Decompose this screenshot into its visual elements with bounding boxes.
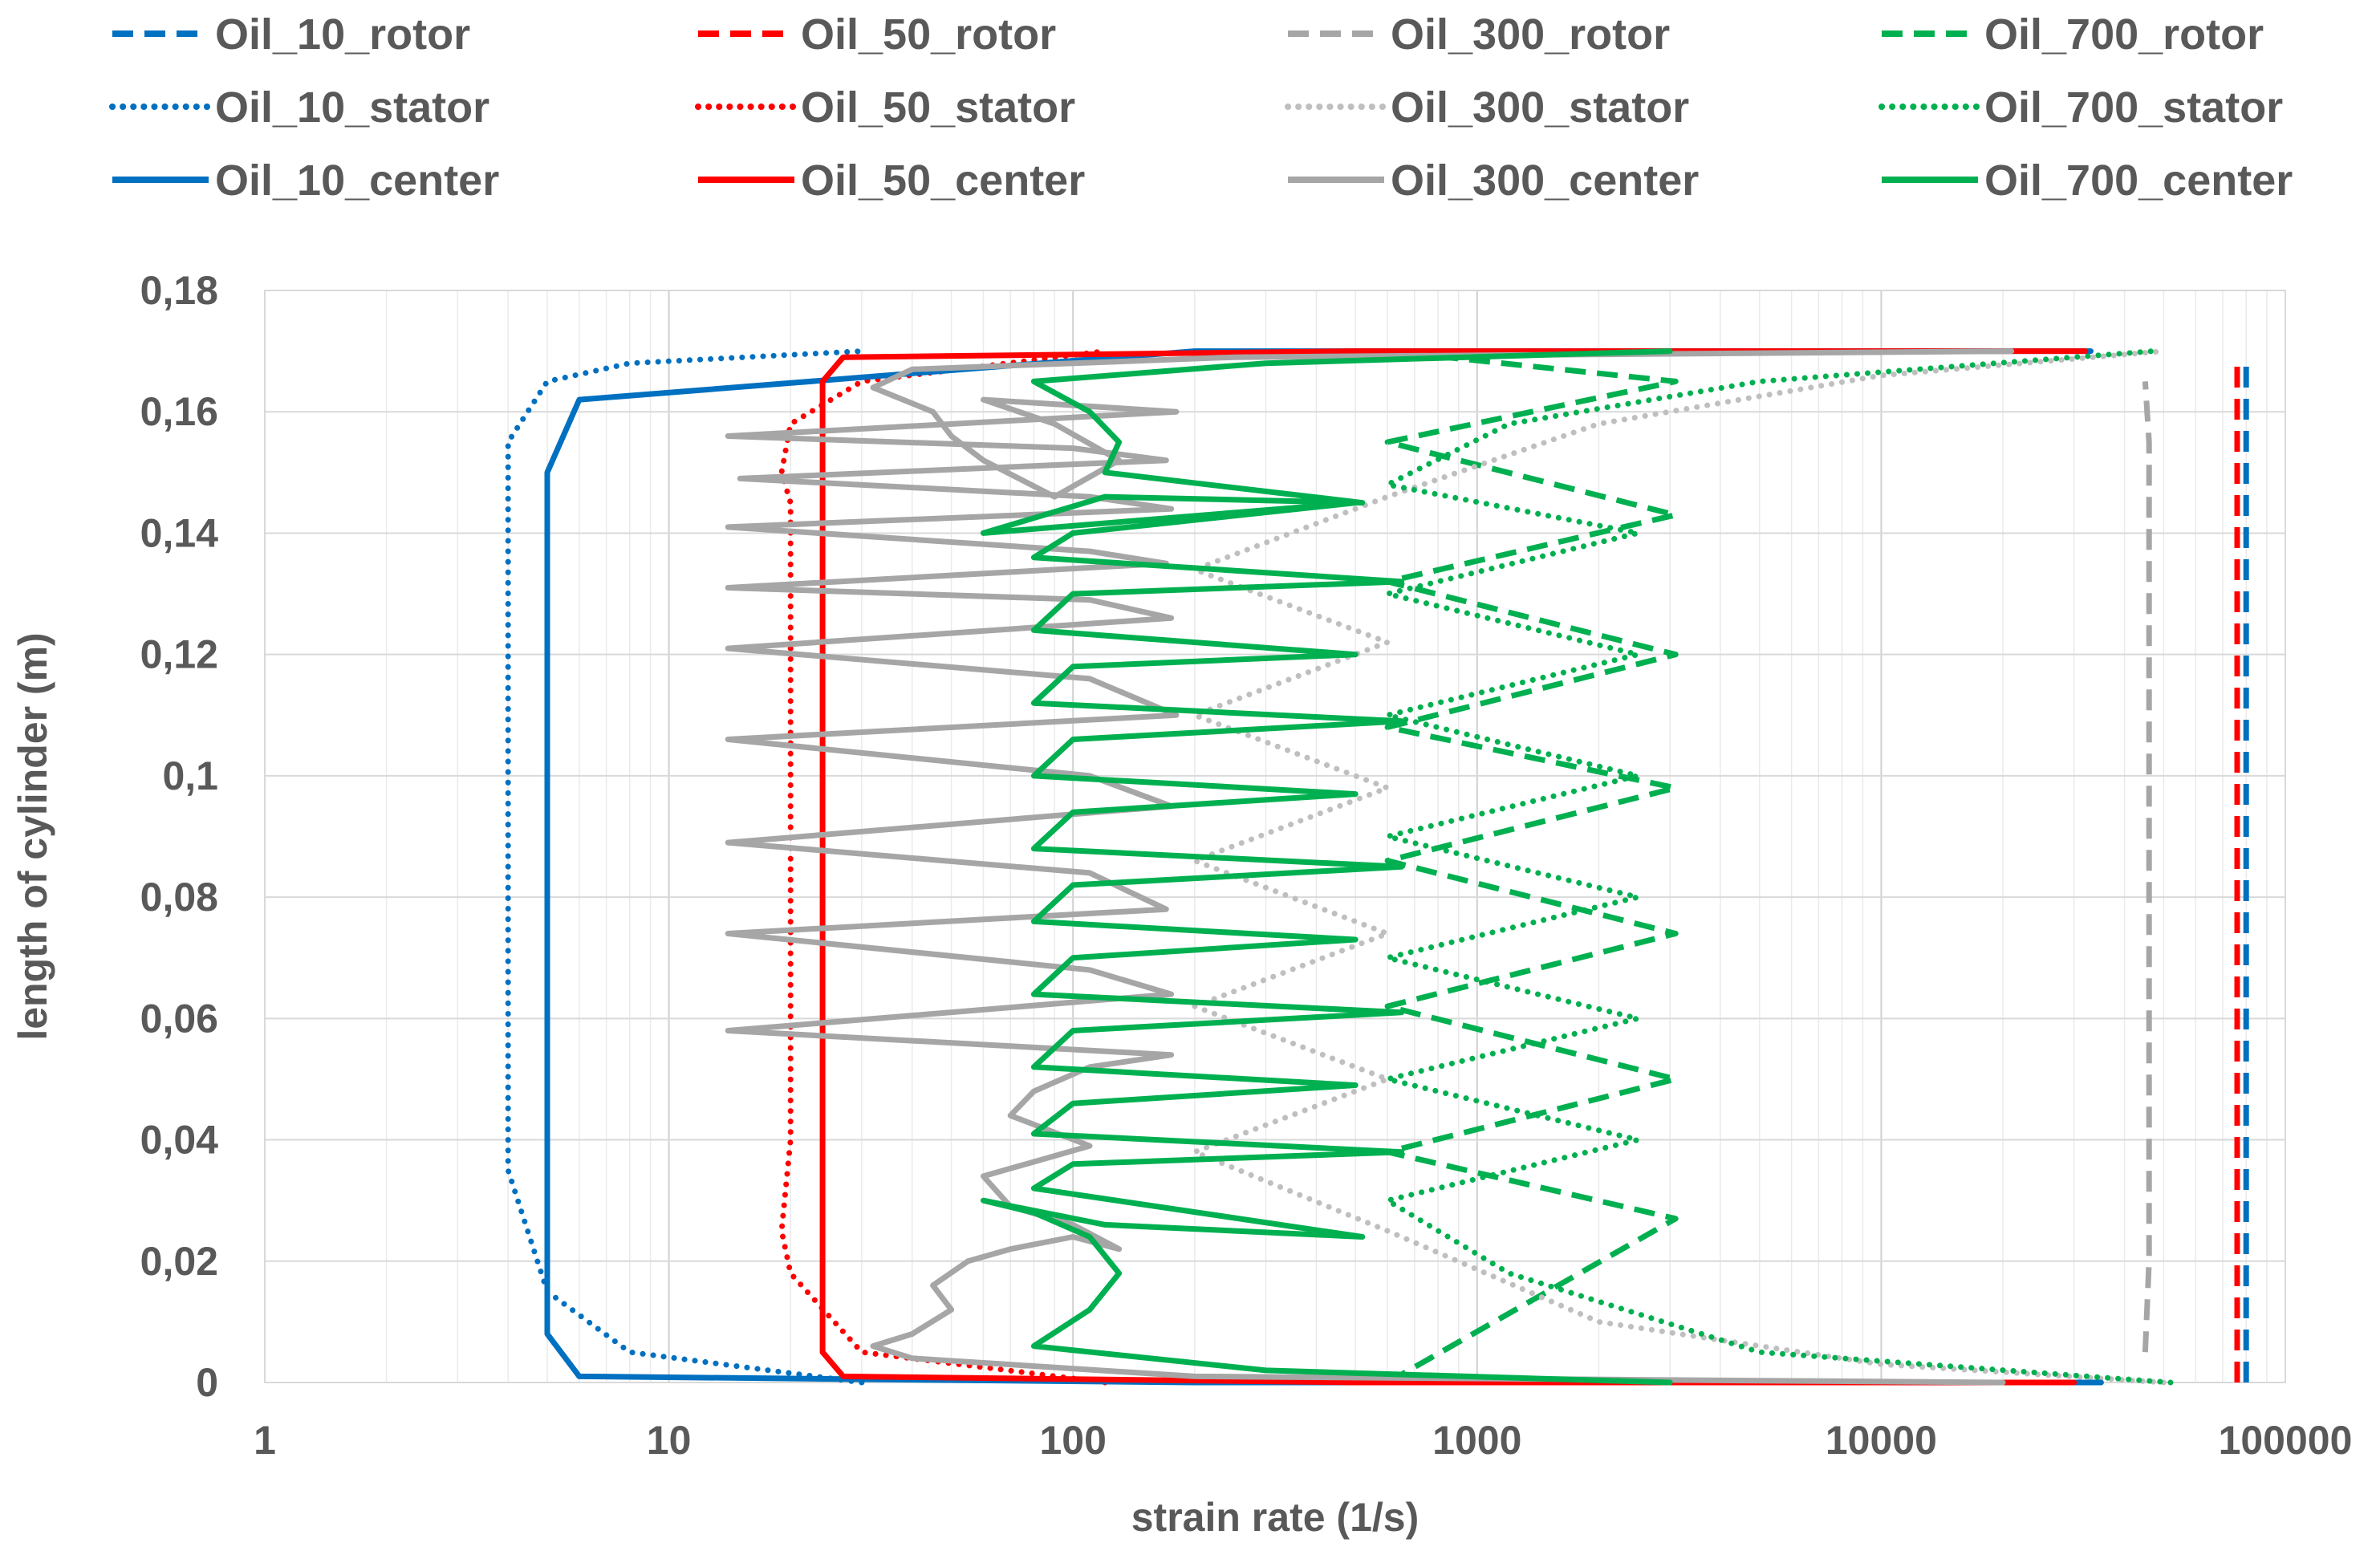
- series-group: [505, 348, 2249, 1386]
- x-tick-label: 10: [647, 1418, 692, 1463]
- y-tick-label: 0,18: [140, 268, 218, 313]
- x-tick-label: 1: [254, 1418, 276, 1463]
- series-line-oil-700-rotor: [1384, 348, 1679, 1386]
- legend-label-oil-300-stator: Oil_300_stator: [1391, 83, 1689, 132]
- legend-label-oil-10-rotor: Oil_10_rotor: [215, 10, 470, 59]
- legend-label-oil-50-center: Oil_50_center: [801, 156, 1085, 205]
- grid: [265, 290, 2285, 1382]
- series-line-oil-300-center: [725, 348, 2015, 1386]
- y-tick-label: 0,06: [140, 996, 218, 1041]
- legend-label-oil-700-stator: Oil_700_stator: [1984, 83, 2283, 132]
- legend: Oil_10_rotor Oil_50_rotor Oil_300_rotor Oil…: [109, 10, 2293, 205]
- series-line-oil-300-stator: [1192, 348, 2167, 1386]
- y-tick-label: 0,08: [140, 875, 218, 920]
- series-line-oil-300-rotor: [2142, 381, 2152, 1353]
- legend-label-oil-50-stator: Oil_50_stator: [801, 83, 1075, 132]
- x-tick-label: 100: [1039, 1418, 1106, 1463]
- legend-label-oil-10-center: Oil_10_center: [215, 156, 499, 205]
- legend-label-oil-10-stator: Oil_10_stator: [215, 83, 489, 132]
- series-line-oil-50-stator: [778, 348, 1108, 1386]
- y-axis-title: length of cylinder (m): [10, 632, 55, 1040]
- y-tick-label: 0,14: [140, 510, 219, 555]
- legend-label-oil-300-rotor: Oil_300_rotor: [1391, 10, 1670, 59]
- y-tick-label: 0,16: [140, 389, 218, 434]
- legend-label-oil-50-rotor: Oil_50_rotor: [801, 10, 1056, 59]
- series-line-oil-700-stator: [1384, 348, 2174, 1386]
- series-line-oil-700-center: [981, 348, 1673, 1386]
- legend-label-oil-300-center: Oil_300_center: [1391, 156, 1699, 205]
- y-tick-label: 0,04: [140, 1118, 219, 1163]
- y-tick-label: 0,1: [162, 753, 218, 798]
- legend-label-oil-700-rotor: Oil_700_rotor: [1984, 10, 2264, 59]
- series-line-oil-10-stator: [505, 348, 865, 1386]
- x-tick-label: 1000: [1432, 1418, 1521, 1463]
- x-axis-title: strain rate (1/s): [1131, 1495, 1419, 1540]
- y-tick-label: 0,02: [140, 1239, 218, 1284]
- y-tick-label: 0: [196, 1360, 218, 1405]
- series-line-oil-50-center: [819, 348, 2089, 1386]
- tick-labels: 1 10 100 1000 10000 100000 0 0,02 0,04 0,06 0,08 0,…: [140, 268, 2353, 1463]
- legend-label-oil-700-center: Oil_700_center: [1984, 156, 2293, 205]
- y-tick-label: 0,12: [140, 632, 218, 677]
- x-tick-label: 100000: [2219, 1418, 2353, 1463]
- x-tick-label: 10000: [1826, 1418, 1937, 1463]
